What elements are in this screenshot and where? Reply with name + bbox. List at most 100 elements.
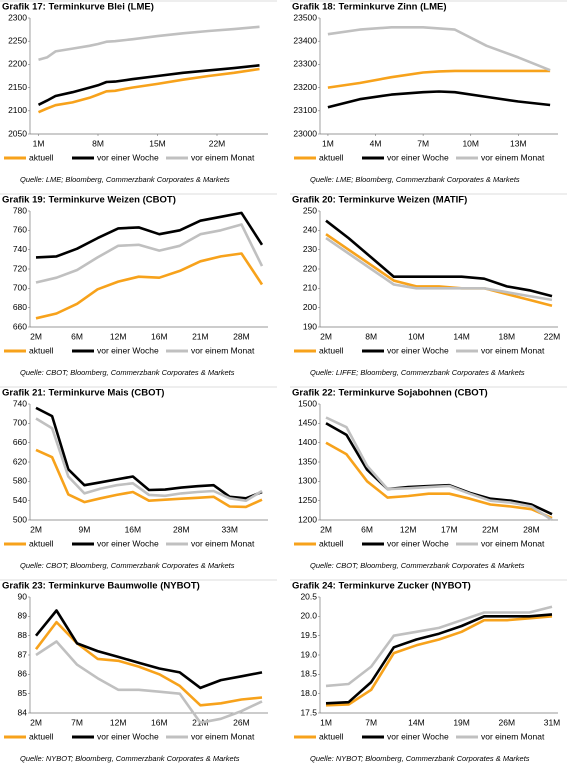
x-tick-label: 10M xyxy=(462,138,479,148)
legend-label: vor einer Woche xyxy=(387,345,449,355)
series-line xyxy=(327,26,551,72)
x-tick-label: 2M xyxy=(30,524,42,534)
y-tick-label: 240 xyxy=(303,225,317,235)
x-tick-label: 12M xyxy=(400,524,417,534)
series-line xyxy=(37,64,260,106)
series-line xyxy=(34,609,263,690)
y-tick-label: 1450 xyxy=(298,418,317,428)
legend-label: vor einer Woche xyxy=(387,538,449,548)
y-tick-label: 540 xyxy=(13,495,27,505)
y-tick-label: 2050 xyxy=(8,128,27,138)
y-tick-label: 580 xyxy=(13,476,27,486)
x-tick-label: 1M xyxy=(33,138,45,148)
source-note: Quelle: CBOT; Bloomberg, Commerzbank Cor… xyxy=(20,561,235,570)
y-tick-label: 20.0 xyxy=(300,611,317,621)
y-tick-label: 23100 xyxy=(293,105,317,115)
y-tick-label: 89 xyxy=(18,611,28,621)
chart-title: Grafik 19: Terminkurve Weizen (CBOT) xyxy=(2,195,176,206)
series-line xyxy=(37,67,260,114)
series-line xyxy=(325,605,553,688)
y-tick-label: 200 xyxy=(303,302,317,312)
legend-label: vor einer Woche xyxy=(97,152,159,162)
legend-label: aktuell xyxy=(319,345,344,355)
y-tick-label: 250 xyxy=(303,205,317,215)
y-tick-label: 740 xyxy=(13,244,27,254)
series-line xyxy=(35,448,263,509)
x-tick-label: 6M xyxy=(361,524,373,534)
x-tick-label: 1M xyxy=(322,138,334,148)
source-note: Quelle: CBOT; Bloomberg, Commerzbank Cor… xyxy=(310,561,525,570)
y-tick-label: 700 xyxy=(13,283,27,293)
series-line xyxy=(325,422,553,516)
x-tick-label: 28M xyxy=(233,331,250,341)
y-tick-label: 2200 xyxy=(8,59,27,69)
legend-label: vor einem Monat xyxy=(191,345,255,355)
x-tick-label: 9M xyxy=(79,524,91,534)
x-tick-label: 14M xyxy=(453,331,470,341)
legend-label: vor einer Woche xyxy=(97,538,159,548)
legend-label: aktuell xyxy=(319,731,344,741)
series-line xyxy=(35,252,264,320)
legend-label: aktuell xyxy=(29,152,54,162)
chart-title: Grafik 21: Terminkurve Mais (CBOT) xyxy=(2,388,164,399)
y-tick-label: 88 xyxy=(18,630,28,640)
y-tick-label: 1250 xyxy=(298,495,317,505)
x-tick-label: 8M xyxy=(92,138,104,148)
y-tick-label: 760 xyxy=(13,225,27,235)
x-tick-label: 28M xyxy=(523,524,540,534)
x-tick-label: 8M xyxy=(365,331,377,341)
x-tick-label: 18M xyxy=(499,331,516,341)
y-tick-label: 23500 xyxy=(293,12,317,22)
x-tick-label: 16M xyxy=(125,524,142,534)
x-tick-label: 31M xyxy=(544,717,561,727)
y-tick-label: 23400 xyxy=(293,35,317,45)
x-tick-label: 1M xyxy=(320,717,332,727)
series-line xyxy=(325,233,553,307)
y-tick-label: 230 xyxy=(303,244,317,254)
chart-title: Grafik 17: Terminkurve Blei (LME) xyxy=(2,2,154,13)
legend-label: vor einer Woche xyxy=(387,152,449,162)
series-line xyxy=(38,25,260,62)
series-line xyxy=(327,90,551,109)
series-line xyxy=(35,640,263,724)
legend-label: vor einem Monat xyxy=(481,731,545,741)
y-tick-label: 86 xyxy=(18,669,28,679)
series-line xyxy=(35,211,264,259)
series-line xyxy=(325,416,553,522)
y-tick-label: 220 xyxy=(303,263,317,273)
x-tick-label: 4M xyxy=(370,138,382,148)
x-tick-label: 26M xyxy=(233,717,250,727)
source-note: Quelle: LME; Bloomberg, Commerzbank Corp… xyxy=(310,175,520,184)
source-note: Quelle: LME; Bloomberg, Commerzbank Corp… xyxy=(20,175,230,184)
y-tick-label: 1300 xyxy=(298,476,317,486)
x-tick-label: 21M xyxy=(192,331,209,341)
series-line xyxy=(327,69,551,89)
x-tick-label: 16M xyxy=(151,717,168,727)
legend-label: vor einem Monat xyxy=(481,152,545,162)
series-line xyxy=(325,219,553,298)
legend-label: vor einem Monat xyxy=(481,538,545,548)
series-line xyxy=(34,620,263,707)
y-tick-label: 190 xyxy=(303,321,317,331)
y-tick-label: 2150 xyxy=(8,82,27,92)
y-tick-label: 19.5 xyxy=(300,630,317,640)
y-tick-label: 20.5 xyxy=(300,591,317,601)
series-line xyxy=(35,417,263,502)
legend-label: aktuell xyxy=(29,345,54,355)
y-tick-label: 84 xyxy=(18,707,28,717)
x-tick-label: 16M xyxy=(151,331,168,341)
x-tick-label: 33M xyxy=(221,524,238,534)
y-tick-label: 1400 xyxy=(298,437,317,447)
y-tick-label: 740 xyxy=(13,398,27,408)
source-note: Quelle: NYBOT; Bloomberg, Commerzbank Co… xyxy=(310,754,530,763)
x-tick-label: 7M xyxy=(71,717,83,727)
x-tick-label: 10M xyxy=(408,331,425,341)
x-tick-label: 15M xyxy=(149,138,166,148)
y-tick-label: 720 xyxy=(13,263,27,273)
x-tick-label: 6M xyxy=(71,331,83,341)
y-tick-label: 23000 xyxy=(293,128,317,138)
y-tick-label: 1500 xyxy=(298,398,317,408)
source-note: Quelle: NYBOT; Bloomberg, Commerzbank Co… xyxy=(20,754,240,763)
